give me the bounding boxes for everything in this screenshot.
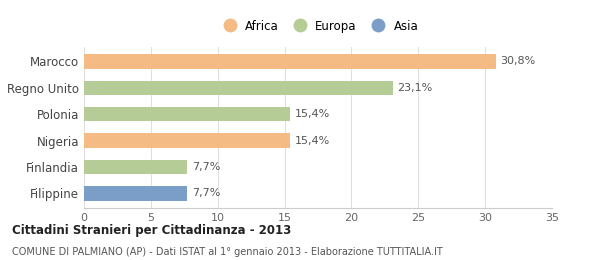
Bar: [84, 160, 187, 174]
Bar: [84, 54, 496, 69]
Legend: Africa, Europa, Asia: Africa, Europa, Asia: [215, 17, 421, 35]
Bar: [84, 186, 187, 201]
Bar: [84, 133, 290, 148]
Text: 30,8%: 30,8%: [500, 56, 536, 66]
Text: Cittadini Stranieri per Cittadinanza - 2013: Cittadini Stranieri per Cittadinanza - 2…: [12, 224, 291, 237]
Text: 23,1%: 23,1%: [398, 83, 433, 93]
Bar: [84, 81, 393, 95]
Text: COMUNE DI PALMIANO (AP) - Dati ISTAT al 1° gennaio 2013 - Elaborazione TUTTITALI: COMUNE DI PALMIANO (AP) - Dati ISTAT al …: [12, 247, 443, 257]
Text: 7,7%: 7,7%: [191, 188, 220, 198]
Text: 7,7%: 7,7%: [191, 162, 220, 172]
Text: 15,4%: 15,4%: [295, 136, 330, 146]
Text: 15,4%: 15,4%: [295, 109, 330, 119]
Bar: [84, 107, 290, 121]
